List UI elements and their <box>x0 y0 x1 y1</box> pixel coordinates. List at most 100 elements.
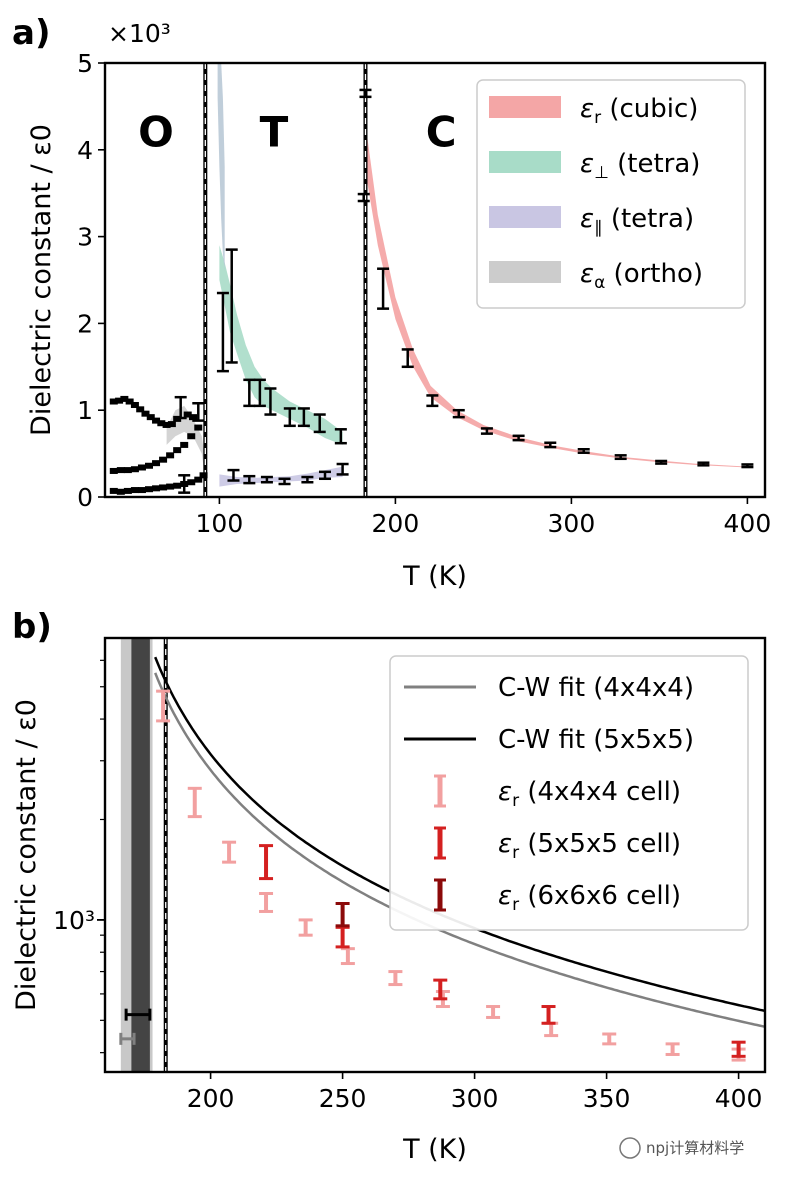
x-tick-label: 400 <box>715 1084 763 1113</box>
x-tick-label: 100 <box>196 509 244 538</box>
phase-label-C: C <box>426 107 457 156</box>
ortho-upper-series-marker <box>146 414 155 421</box>
ortho-middle-series-marker <box>180 441 189 448</box>
ortho-middle-series-marker <box>130 466 139 473</box>
eps-alpha-ortho-band <box>166 405 206 480</box>
wechat-icon <box>619 1137 641 1159</box>
y-tick-label: 2 <box>77 309 93 338</box>
panel-a-y-axis-label: Dielectric constant / ε0 <box>26 124 57 436</box>
ortho-upper-series-marker <box>152 417 161 424</box>
y-major-tick-label: 10³ <box>53 906 95 935</box>
legend-swatch <box>489 96 561 118</box>
legend-entry-label: εr (cubic) <box>580 94 698 128</box>
ortho-lower-series-marker <box>145 486 153 493</box>
y-tick-label: 0 <box>77 483 93 512</box>
ortho-lower-series-marker <box>159 484 168 491</box>
panel-b: b) 200 250 300 350 400 10³ T (K) Dielectric c… <box>11 607 767 1165</box>
ortho-lower-series-marker <box>166 483 175 490</box>
panel-a-legend: εr (cubic) ε⊥ (tetra) ε∥ (tetra) εα (ortho) <box>476 79 746 309</box>
ortho-lower-series-marker <box>123 487 132 494</box>
phase-label-T: T <box>260 107 289 156</box>
panel-b-plot-area <box>119 638 765 1072</box>
eps-tetra-upper-band <box>217 63 225 272</box>
ortho-middle-series-marker <box>109 467 118 474</box>
panel-a-series <box>109 63 754 497</box>
ortho-upper-series-marker <box>167 421 176 428</box>
ortho-middle-series-marker <box>159 456 168 463</box>
ortho-lower-series-marker <box>130 487 139 494</box>
legend-entry-label: ε∥ (tetra) <box>580 204 694 238</box>
panel-b-x-axis-label: T (K) <box>402 1134 467 1165</box>
ortho-upper-series-marker <box>109 398 118 405</box>
legend-entry-label: εα (ortho) <box>580 259 703 293</box>
panel-b-y-axis-label: Dielectric constant / ε0 <box>11 699 42 1011</box>
panel-a-y-multiplier: ×10³ <box>108 19 171 48</box>
x-tick-label: 350 <box>583 1084 631 1113</box>
panel-b-label: b) <box>12 607 52 647</box>
legend-box <box>476 79 746 309</box>
watermark: npj计算材料学 <box>619 1137 744 1159</box>
panel-a-ticks: 100 200 300 400 0 1 2 3 4 5 <box>77 49 771 538</box>
ortho-middle-series-marker <box>173 447 182 454</box>
legend-swatch <box>489 151 561 173</box>
ortho-upper-series-marker <box>130 401 139 408</box>
ortho-lower-series-marker <box>109 487 118 494</box>
legend-entry-label: C-W fit (5x5x5) <box>498 725 694 755</box>
eps-perp-tetra-band <box>219 245 343 445</box>
panel-b-legend: C-W fit (4x4x4) C-W fit (5x5x5) εr (4x4x4 … <box>389 655 749 931</box>
ortho-lower-series-marker <box>152 485 161 492</box>
ortho-lower-series-marker <box>137 487 146 494</box>
y-tick-label: 4 <box>77 136 93 165</box>
shaded-column-1 <box>131 638 150 1072</box>
ortho-middle-series-marker <box>152 460 161 467</box>
y-tick-label: 1 <box>77 396 93 425</box>
ortho-middle-series-marker <box>123 467 132 474</box>
cw-fit-4x4x4 <box>154 672 765 1029</box>
ortho-lower-series-marker <box>173 482 182 489</box>
panel-b-frame <box>103 636 767 1074</box>
panel-a-frame <box>103 61 767 499</box>
ortho-middle-series-marker <box>194 424 203 431</box>
y-tick-label: 3 <box>77 223 93 252</box>
x-tick-label: 400 <box>724 509 772 538</box>
legend-swatch <box>489 206 561 228</box>
legend-entry-label: C-W fit (4x4x4) <box>498 673 694 703</box>
legend-box <box>389 655 749 931</box>
panel-a-x-axis-label: T (K) <box>402 561 467 592</box>
ortho-lower-series-marker <box>194 476 203 483</box>
ortho-upper-series-marker <box>162 421 171 428</box>
ortho-upper-series-marker <box>115 397 124 404</box>
ortho-middle-series-marker <box>116 467 125 474</box>
legend-entry-label: εr (6x6x6 cell) <box>498 881 681 915</box>
x-tick-label: 250 <box>319 1084 367 1113</box>
watermark-text: npj计算材料学 <box>646 1139 744 1157</box>
x-tick-label: 300 <box>451 1084 499 1113</box>
panel-a-label: a) <box>12 13 50 53</box>
legend-entry-label: ε⊥ (tetra) <box>580 149 700 183</box>
ortho-lower-series-marker <box>187 479 196 486</box>
ortho-upper-series-marker <box>141 410 150 417</box>
ortho-middle-series-marker <box>137 464 146 471</box>
ortho-upper-series-marker <box>125 398 134 405</box>
ortho-middle-series-marker <box>187 433 196 440</box>
ortho-middle-series-marker <box>166 452 175 459</box>
ortho-upper-series-marker <box>183 411 192 418</box>
panel-a: a) ×10³ O T C 100 200 300 400 0 1 2 3 4 5 T (K) Die… <box>12 13 771 592</box>
x-tick-label: 200 <box>372 509 420 538</box>
legend-entry-label: εr (5x5x5 cell) <box>498 829 681 863</box>
ortho-upper-series-marker <box>157 420 166 427</box>
panel-b-ticks: 200 250 300 350 400 10³ <box>53 659 763 1113</box>
ortho-lower-series-marker <box>116 488 125 495</box>
legend-swatch <box>489 261 561 283</box>
ortho-upper-series-marker <box>189 414 197 421</box>
panel-b-series <box>119 638 765 1072</box>
phase-label-O: O <box>138 107 174 156</box>
y-tick-label: 5 <box>77 49 93 78</box>
ortho-upper-series-marker <box>120 395 129 402</box>
x-tick-label: 300 <box>548 509 596 538</box>
ortho-lower-series-marker <box>199 472 208 479</box>
ortho-upper-series-marker <box>136 406 145 413</box>
x-tick-label: 200 <box>187 1084 235 1113</box>
